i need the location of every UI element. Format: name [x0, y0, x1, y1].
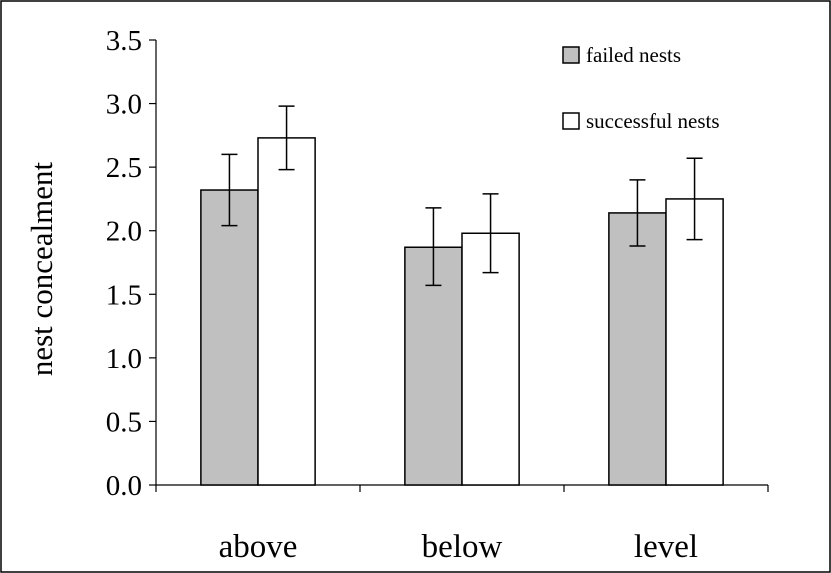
y-tick-label: 2.5	[106, 152, 142, 184]
y-tick-label: 1.5	[106, 279, 142, 311]
y-tick-label: 2.0	[106, 216, 142, 248]
bar-level-failed	[608, 212, 667, 486]
category-labels: above below level	[219, 529, 698, 565]
legend-swatch	[562, 112, 580, 130]
bars	[200, 137, 724, 486]
y-axis-title: nest concealment	[24, 161, 59, 376]
bar-below-successful	[461, 232, 520, 486]
y-tick-label: 0.0	[106, 470, 142, 502]
error-bars	[221, 105, 703, 287]
y-tick-label: 3.0	[106, 89, 142, 121]
x-tick-label-below: below	[422, 529, 503, 565]
legend-label: successful nests	[586, 109, 720, 133]
bar-level-successful	[665, 198, 724, 486]
bar-below-failed	[404, 246, 463, 486]
legend: failed nests successful nests	[562, 43, 720, 133]
y-axis: 0.0 0.5 1.0 1.5 2.0 2.5 3.0 3.5	[106, 25, 157, 502]
y-tick-label: 0.5	[106, 406, 142, 438]
bar-above-successful	[257, 137, 316, 486]
x-tick-label-above: above	[219, 529, 298, 565]
bar-above-failed	[200, 189, 259, 486]
y-tick-label: 3.5	[106, 25, 142, 57]
y-tick-label: 1.0	[106, 343, 142, 375]
legend-swatch	[562, 46, 580, 64]
x-tick-label-level: level	[634, 529, 698, 565]
legend-label: failed nests	[586, 43, 681, 67]
